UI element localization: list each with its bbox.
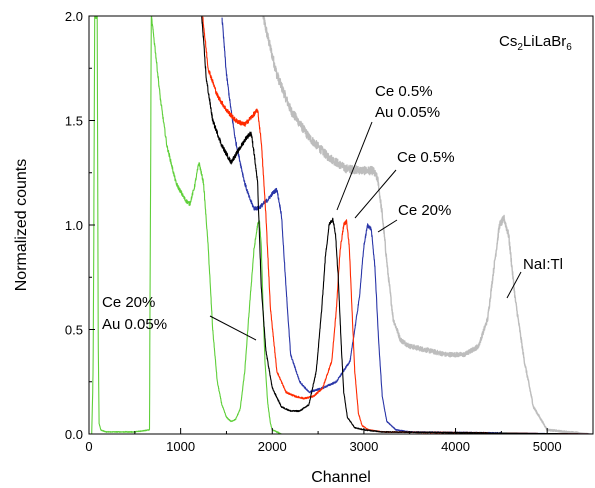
leader-ce05-au	[336, 121, 373, 211]
y-axis-title: Normalized counts	[13, 159, 30, 292]
leader-ce05	[354, 169, 397, 219]
x-tick-label: 0	[85, 439, 92, 454]
leader-nai	[506, 271, 522, 299]
x-tick-label: 4000	[441, 439, 470, 454]
label-ce05-au-line1: Ce 0.5%	[375, 83, 433, 100]
series-line-ce05-au	[201, 16, 593, 434]
label-nai: NaI:Tl	[523, 256, 563, 273]
x-axis-title: Channel	[311, 469, 371, 486]
compound-subscript-1: 2	[517, 42, 523, 53]
compound-part-2: LiLaBr	[523, 33, 566, 50]
plot-frame	[88, 15, 594, 435]
x-tick-label: 3000	[349, 439, 378, 454]
y-tick-label: 0.0	[65, 427, 83, 442]
leader-ce20-au	[209, 315, 257, 341]
x-tick-label: 1000	[166, 439, 195, 454]
x-tick-label: 5000	[533, 439, 562, 454]
series-line-nai	[262, 16, 593, 434]
series-line-ce05	[202, 16, 593, 434]
label-ce05: Ce 0.5%	[397, 149, 455, 166]
series-line-ce20-au	[89, 16, 593, 434]
compound-part-1: Cs	[499, 33, 517, 50]
label-ce20-au-line2: Au 0.05%	[102, 316, 167, 333]
label-ce20-au-line1: Ce 20%	[102, 294, 155, 311]
y-tick-label: 1.0	[65, 218, 83, 233]
y-tick-label: 0.5	[65, 323, 83, 338]
leader-ce20	[377, 219, 398, 233]
series-layer	[89, 16, 593, 434]
y-tick-label: 1.5	[65, 114, 83, 129]
x-tick-label: 2000	[258, 439, 287, 454]
label-ce20: Ce 20%	[398, 202, 451, 219]
chart-label-compound: Cs2LiLaBr6	[499, 33, 572, 53]
label-ce05-au-line2: Au 0.05%	[375, 104, 440, 121]
ticks-layer: 0 1000 2000 3000 4000 5000 0.0 0.5 1.0 1.5 2.0	[65, 9, 562, 454]
compound-subscript-2: 6	[566, 42, 572, 53]
y-tick-label: 2.0	[65, 9, 83, 24]
